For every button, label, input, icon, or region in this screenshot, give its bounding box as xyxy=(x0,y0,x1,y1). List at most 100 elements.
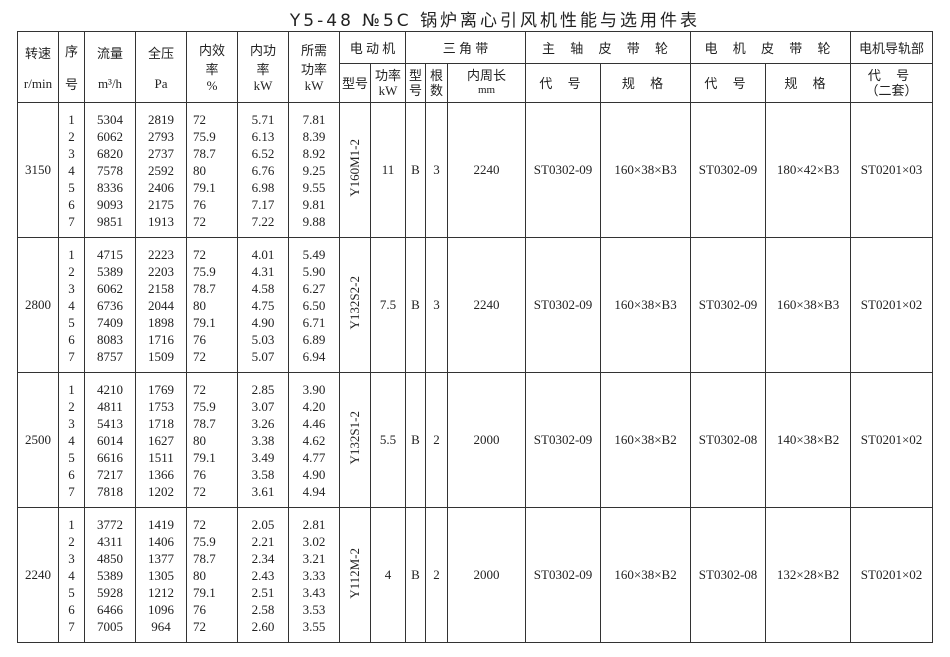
pressure-cell: 2223 2203 2158 2044 1898 1716 1509 xyxy=(135,237,187,373)
motor-model: Y132S2-2 xyxy=(347,276,362,330)
rpower-value: 3.55 xyxy=(302,618,326,634)
flow-value: 5389 xyxy=(97,567,123,583)
flow-value: 8336 xyxy=(97,179,123,195)
ipower-value: 5.07 xyxy=(251,348,275,364)
rpower-value: 8.39 xyxy=(302,128,326,144)
main-code-cell: ST0302-09 xyxy=(525,237,602,373)
belt-count-cell: 2 xyxy=(425,507,449,643)
header-belt: 三 角 带 xyxy=(405,31,527,64)
ipower-value: 2.58 xyxy=(251,601,275,617)
eff-value: 80 xyxy=(193,567,206,583)
ipower-value: 7.22 xyxy=(251,213,275,229)
flow-value: 9093 xyxy=(97,196,123,212)
flow-value: 4210 xyxy=(97,381,123,397)
seq-value: 6 xyxy=(68,601,75,617)
eff-value: 75.9 xyxy=(193,263,216,279)
unit: m³/h xyxy=(97,75,123,91)
eff-value: 76 xyxy=(193,331,206,347)
pressure-cell: 1419 1406 1377 1305 1212 1096 964 xyxy=(135,507,187,643)
seq-value: 1 xyxy=(68,516,75,532)
rpower-value: 6.71 xyxy=(302,314,326,330)
flow-value: 6062 xyxy=(97,128,123,144)
ipower-value: 3.61 xyxy=(251,483,275,499)
header-row-2: 型号 功率 kW 型号 根数 内周长 mm 代 号 规 格 代 号 规 格 代 号（… xyxy=(18,63,934,103)
flow-value: 8757 xyxy=(97,348,123,364)
rpower-value: 4.94 xyxy=(302,483,326,499)
eff-value: 75.9 xyxy=(193,533,216,549)
rpower-value: 9.55 xyxy=(302,179,326,195)
eff-value: 78.7 xyxy=(193,550,216,566)
seq-value: 6 xyxy=(68,466,75,482)
belt-type-cell: B xyxy=(405,237,427,373)
rail-cell: ST0201×02 xyxy=(850,507,934,643)
eff-value: 79.1 xyxy=(193,314,216,330)
eff-cell: 72 75.9 78.7 80 79.1 76 72 xyxy=(186,237,238,373)
ipower-value: 4.75 xyxy=(251,297,275,313)
eff-cell: 72 75.9 78.7 80 79.1 76 72 xyxy=(186,102,238,238)
eff-cell: 72 75.9 78.7 80 79.1 76 72 xyxy=(186,372,238,508)
rpower-value: 9.88 xyxy=(302,213,326,229)
label: 功率 xyxy=(300,62,327,77)
flow-cell: 5304 6062 6820 7578 8336 9093 9851 xyxy=(84,102,136,238)
unit: mm xyxy=(477,84,496,96)
eff-value: 72 xyxy=(193,618,206,634)
speed-block: 2500 1 2 3 4 5 6 7 4210 4811 5413 6014 6616 7217 7818 1… xyxy=(17,372,934,508)
seq-value: 4 xyxy=(68,297,75,313)
label: 代 号 xyxy=(867,68,916,83)
ipower-cell: 4.01 4.31 4.58 4.75 4.90 5.03 5.07 xyxy=(237,237,289,373)
speed-cell: 2500 xyxy=(17,372,59,508)
ipower-cell: 2.05 2.21 2.34 2.43 2.51 2.58 2.60 xyxy=(237,507,289,643)
motor-code-cell: ST0302-09 xyxy=(690,102,767,238)
seq-value: 4 xyxy=(68,162,75,178)
flow-value: 6616 xyxy=(97,449,123,465)
ipower-value: 3.26 xyxy=(251,415,275,431)
speed-block: 2240 1 2 3 4 5 6 7 3772 4311 4850 5389 5928 6466 7005 1… xyxy=(17,507,934,643)
eff-value: 79.1 xyxy=(193,584,216,600)
eff-value: 80 xyxy=(193,162,206,178)
belt-count-cell: 3 xyxy=(425,102,449,238)
flow-value: 9851 xyxy=(97,213,123,229)
seq-value: 2 xyxy=(68,128,75,144)
eff-value: 80 xyxy=(193,432,206,448)
motor-model-cell: Y160M1-2 xyxy=(339,102,371,238)
pressure-value: 2592 xyxy=(148,162,174,178)
ipower-value: 6.98 xyxy=(251,179,275,195)
pressure-value: 2737 xyxy=(148,145,174,161)
unit: Pa xyxy=(154,75,168,91)
flow-value: 4715 xyxy=(97,246,123,262)
eff-value: 78.7 xyxy=(193,280,216,296)
motor-model-cell: Y132S1-2 xyxy=(339,372,371,508)
pressure-value: 1509 xyxy=(148,348,174,364)
seq-value: 7 xyxy=(68,483,75,499)
header-speed: 转速 r/min xyxy=(17,31,59,103)
rpower-value: 3.53 xyxy=(302,601,326,617)
ipower-value: 7.17 xyxy=(251,196,275,212)
flow-value: 7818 xyxy=(97,483,123,499)
ipower-value: 3.58 xyxy=(251,466,275,482)
motor-power-cell: 5.5 xyxy=(369,372,407,508)
ipower-value: 4.31 xyxy=(251,263,275,279)
pressure-value: 1718 xyxy=(148,415,174,431)
ipower-value: 4.90 xyxy=(251,314,275,330)
flow-value: 5389 xyxy=(97,263,123,279)
seq-value: 3 xyxy=(68,280,75,296)
main-spec-cell: 160×38×B2 xyxy=(600,372,692,508)
label: 率 xyxy=(205,62,219,77)
motor-power-cell: 7.5 xyxy=(369,237,407,373)
label: 全压 xyxy=(147,45,174,61)
unit: r/min xyxy=(23,75,53,91)
eff-value: 78.7 xyxy=(193,145,216,161)
ipower-value: 2.85 xyxy=(251,381,275,397)
rpower-value: 6.94 xyxy=(302,348,326,364)
rail-cell: ST0201×02 xyxy=(850,372,934,508)
motor-spec-cell: 140×38×B2 xyxy=(765,372,852,508)
flow-value: 7217 xyxy=(97,466,123,482)
rpower-value: 4.77 xyxy=(302,449,326,465)
eff-value: 75.9 xyxy=(193,398,216,414)
ipower-cell: 2.85 3.07 3.26 3.38 3.49 3.58 3.61 xyxy=(237,372,289,508)
rpower-cell: 5.49 5.90 6.27 6.50 6.71 6.89 6.94 xyxy=(288,237,340,373)
pressure-cell: 2819 2793 2737 2592 2406 2175 1913 xyxy=(135,102,187,238)
belt-type-cell: B xyxy=(405,372,427,508)
